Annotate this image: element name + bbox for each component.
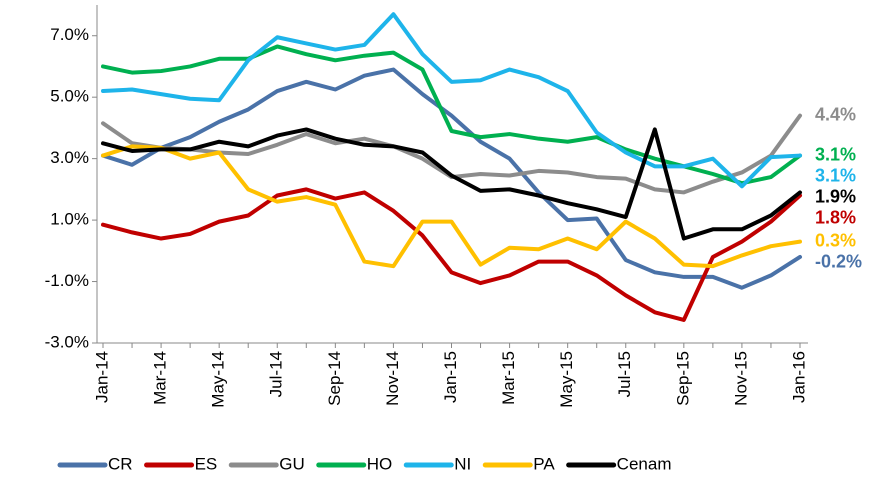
legend-item: HO (316, 454, 393, 473)
legend-label: ES (195, 454, 218, 473)
series-line (101, 144, 802, 269)
data-label: -0.2% (815, 251, 862, 271)
y-tick-label: -3.0% (45, 332, 89, 351)
series-line (101, 187, 802, 322)
x-tick-label: Jul-14 (267, 351, 286, 397)
x-tick-label: Jan-16 (789, 351, 808, 403)
legend-item: CR (57, 454, 133, 473)
x-tick-label: Mar-14 (151, 351, 170, 405)
y-tick-label: 3.0% (50, 148, 89, 167)
legend-item: NI (403, 454, 471, 473)
legend-label: NI (454, 454, 471, 473)
data-label: 3.1% (815, 165, 856, 185)
y-tick-label: 7.0% (50, 25, 89, 44)
data-label: 3.1% (815, 144, 856, 164)
x-tick-label: Sep-14 (325, 351, 344, 406)
x-tick-label: May-15 (557, 351, 576, 408)
legend-label: GU (279, 454, 305, 473)
y-tick-label: 1.0% (50, 210, 89, 229)
legend-label: CR (108, 454, 133, 473)
data-label: 1.8% (815, 207, 856, 227)
x-tick-label: Nov-15 (731, 351, 750, 406)
y-tick-label: 5.0% (50, 87, 89, 106)
y-tick-label: -1.0% (45, 271, 89, 290)
legend-item: Cenam (566, 454, 672, 473)
x-tick-label: Mar-15 (499, 351, 518, 405)
legend-label: PA (533, 454, 555, 473)
x-tick-label: Jul-15 (615, 351, 634, 397)
legend-item: ES (144, 454, 218, 473)
x-tick-label: May-14 (209, 351, 228, 408)
x-tick-label: Nov-14 (383, 351, 402, 406)
data-label: 4.4% (815, 104, 856, 124)
legend-label: Cenam (617, 454, 672, 473)
legend-item: PA (482, 454, 555, 473)
legend-item: GU (228, 454, 305, 473)
x-tick-label: Jan-14 (92, 351, 111, 403)
series-line (101, 127, 802, 241)
series-line (101, 12, 802, 189)
x-tick-label: Sep-15 (673, 351, 692, 406)
data-label: 1.9% (815, 186, 856, 206)
x-tick-label: Jan-15 (441, 351, 460, 403)
data-label: 0.3% (815, 230, 856, 250)
legend-label: HO (367, 454, 393, 473)
series-line (101, 67, 802, 290)
